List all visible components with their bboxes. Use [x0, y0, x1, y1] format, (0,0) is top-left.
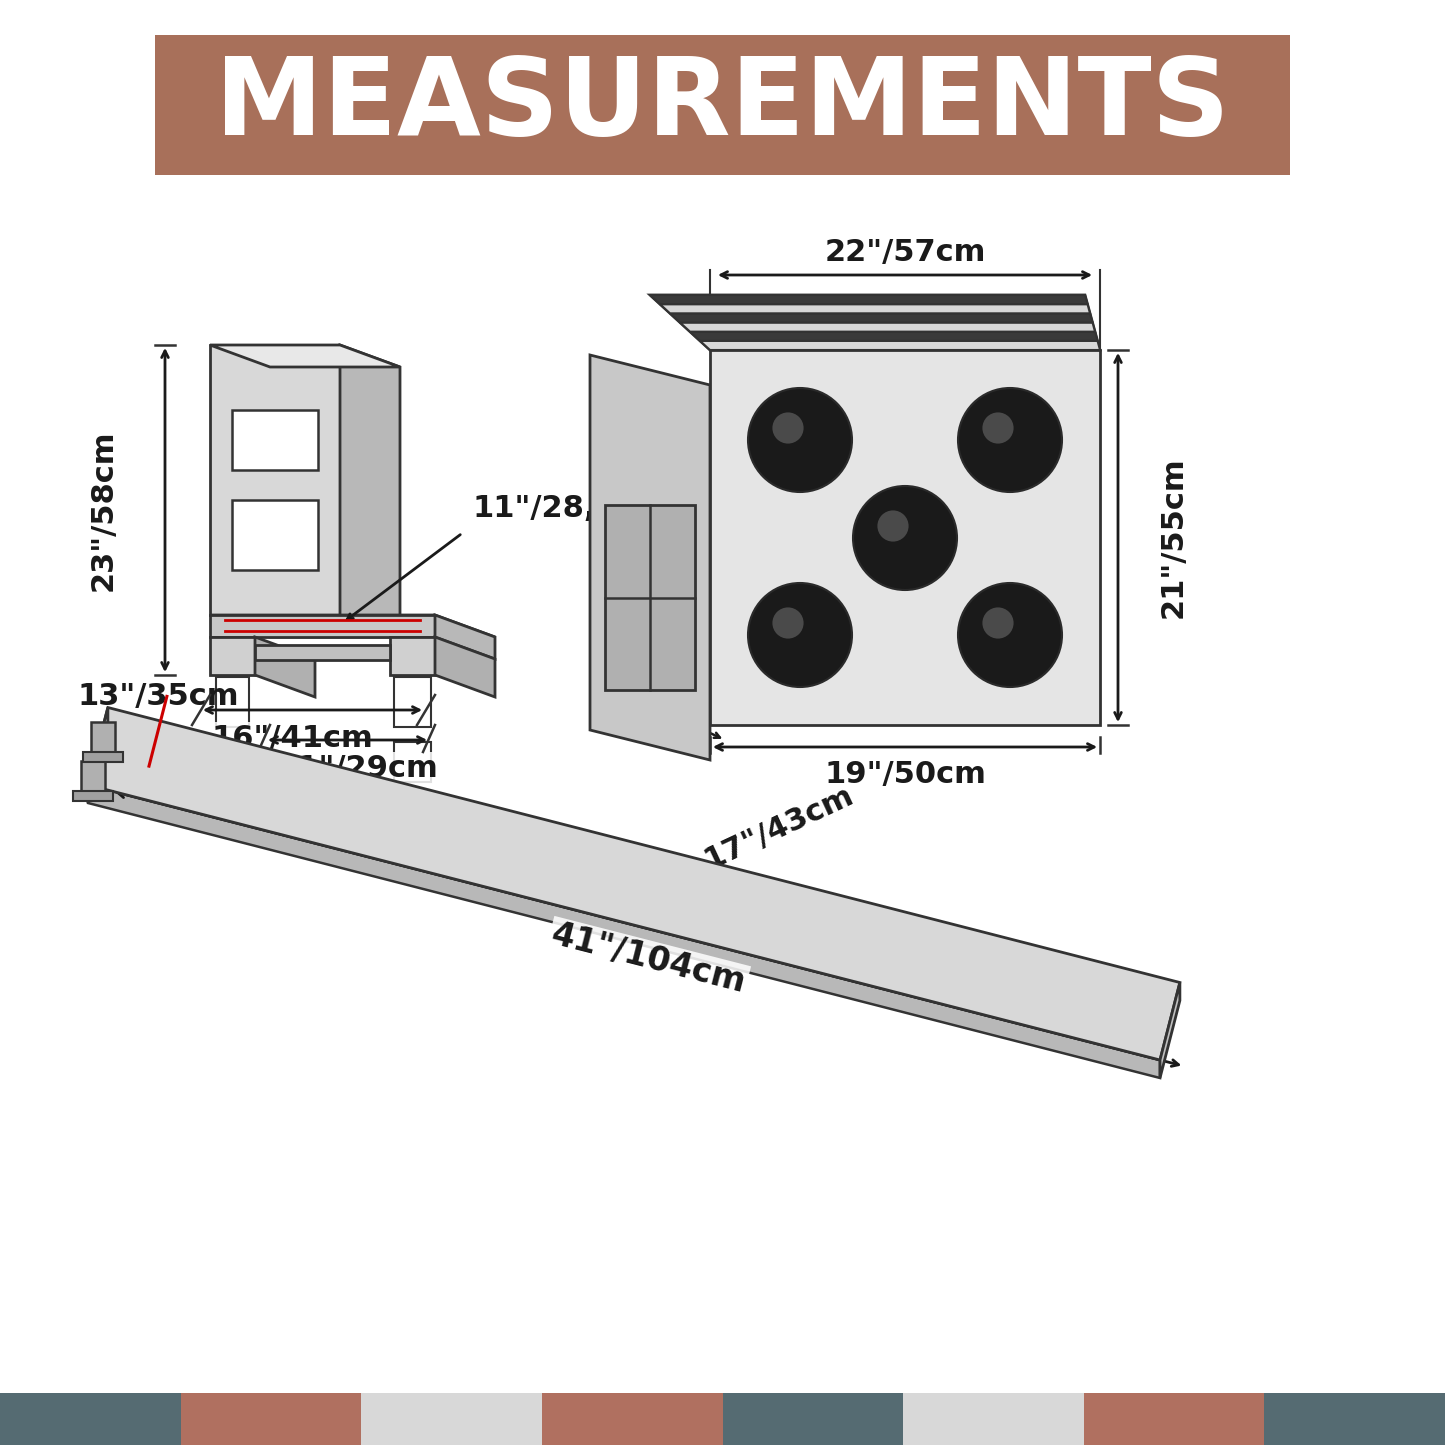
Circle shape: [749, 389, 853, 491]
Circle shape: [958, 582, 1062, 686]
Polygon shape: [88, 785, 1160, 1078]
Polygon shape: [681, 322, 1095, 332]
Text: 16"/41cm: 16"/41cm: [211, 724, 373, 753]
Polygon shape: [254, 637, 315, 696]
Polygon shape: [699, 341, 1100, 350]
Bar: [0, 1393, 181, 1445]
Text: 19"/50cm: 19"/50cm: [824, 760, 985, 789]
Bar: [1264, 1393, 1445, 1445]
Bar: [903, 1393, 1084, 1445]
Bar: [155, 35, 1290, 175]
Circle shape: [958, 389, 1062, 491]
Circle shape: [983, 607, 1013, 639]
Circle shape: [983, 412, 1013, 444]
Polygon shape: [210, 637, 254, 675]
Polygon shape: [394, 678, 431, 727]
Text: 13"/35cm: 13"/35cm: [78, 682, 240, 711]
Text: 41"/104cm: 41"/104cm: [548, 918, 749, 1000]
Polygon shape: [81, 760, 105, 793]
Polygon shape: [91, 722, 116, 754]
Polygon shape: [650, 295, 1088, 303]
Circle shape: [773, 412, 803, 444]
Polygon shape: [709, 350, 1100, 725]
Polygon shape: [88, 708, 108, 803]
Bar: [361, 1393, 542, 1445]
Bar: [1084, 1393, 1264, 1445]
Polygon shape: [215, 678, 249, 727]
Polygon shape: [82, 751, 123, 762]
Polygon shape: [210, 345, 400, 367]
Polygon shape: [660, 303, 1090, 314]
Text: 11"/28,5cm: 11"/28,5cm: [473, 494, 668, 523]
Bar: [181, 1393, 361, 1445]
Polygon shape: [210, 616, 496, 637]
Polygon shape: [590, 355, 709, 760]
Polygon shape: [340, 345, 400, 637]
Circle shape: [877, 510, 909, 542]
Text: MEASUREMENTS: MEASUREMENTS: [215, 52, 1230, 158]
Polygon shape: [210, 616, 435, 637]
Polygon shape: [72, 790, 113, 801]
Circle shape: [773, 607, 803, 639]
Polygon shape: [605, 504, 695, 691]
Bar: [722, 1393, 903, 1445]
Polygon shape: [435, 616, 496, 659]
Bar: [542, 1393, 722, 1445]
Polygon shape: [670, 314, 1092, 322]
Polygon shape: [650, 295, 1100, 350]
Polygon shape: [254, 644, 390, 660]
Circle shape: [853, 486, 957, 590]
Polygon shape: [390, 637, 435, 675]
Text: 11"/29cm: 11"/29cm: [276, 753, 438, 783]
Polygon shape: [210, 345, 340, 616]
Polygon shape: [88, 708, 1181, 1061]
Circle shape: [749, 582, 853, 686]
Text: 21"/55cm: 21"/55cm: [1159, 457, 1188, 618]
Text: 23"/58cm: 23"/58cm: [88, 429, 117, 591]
Polygon shape: [215, 741, 249, 782]
Polygon shape: [394, 741, 431, 782]
Polygon shape: [691, 332, 1098, 341]
Text: 12"/30cm: 12"/30cm: [721, 525, 749, 670]
Text: 22"/57cm: 22"/57cm: [824, 238, 985, 267]
Text: 17"/43cm: 17"/43cm: [699, 780, 858, 874]
Polygon shape: [1160, 983, 1181, 1078]
Polygon shape: [435, 637, 496, 696]
Polygon shape: [233, 500, 318, 569]
Polygon shape: [233, 410, 318, 470]
